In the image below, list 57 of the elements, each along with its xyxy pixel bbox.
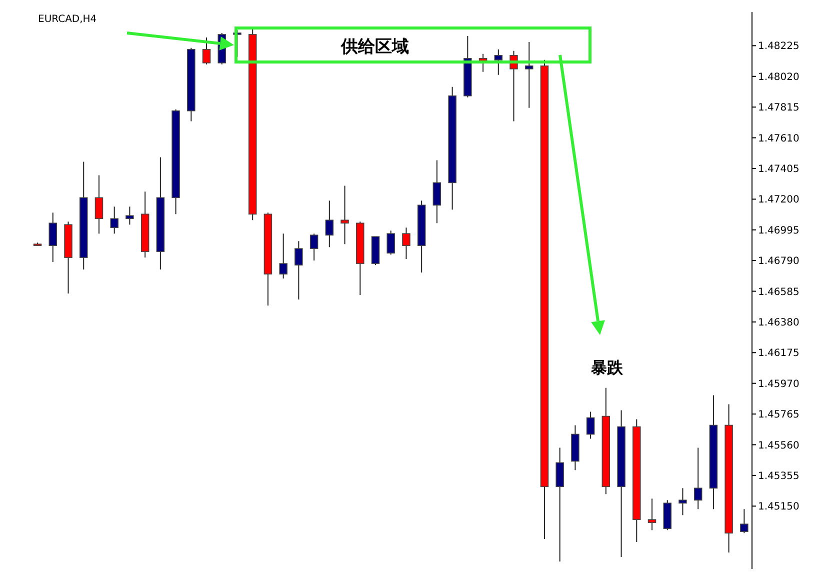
y-tick-label: 1.47200 (758, 194, 800, 206)
candlestick (494, 48, 503, 76)
annotation: 暴跌 (590, 358, 624, 377)
y-tick-label: 1.47610 (758, 133, 800, 144)
y-tick-label: 1.46790 (758, 256, 800, 268)
candlestick (126, 206, 134, 226)
candlestick (110, 206, 118, 234)
y-tick-label: 1.45150 (758, 502, 800, 513)
candlestick (648, 498, 656, 531)
y-tick-label: 1.47815 (758, 102, 800, 114)
candlestick (140, 191, 150, 258)
y-tick-label: 1.45560 (758, 440, 800, 452)
y-tick-label: 1.45970 (758, 378, 800, 390)
candlestick (94, 174, 104, 234)
y-tick-label: 1.45355 (758, 470, 800, 482)
candlestick (432, 160, 442, 224)
y-tick-label: 1.48225 (758, 41, 800, 52)
candlestick (402, 227, 410, 260)
candlestick (64, 221, 72, 294)
candlestick (694, 447, 702, 510)
candlestick (540, 59, 549, 540)
y-tick-label: 1.48020 (758, 72, 800, 83)
candlestick (80, 161, 88, 270)
candlestick (417, 200, 426, 274)
candlestick (48, 212, 58, 263)
candlestick (586, 411, 595, 440)
candlestick (556, 447, 564, 562)
candlestick (356, 221, 364, 296)
candlestick (264, 212, 272, 306)
candlestick (156, 156, 165, 270)
candlestick (571, 424, 580, 471)
candlestick (632, 418, 641, 543)
candlestick (172, 108, 180, 215)
candlestick (740, 508, 748, 534)
y-tick-label: 1.46995 (758, 225, 800, 236)
candlestick (279, 233, 288, 280)
candlestick (325, 200, 334, 248)
candlestick (524, 41, 534, 108)
candlestick (448, 86, 456, 210)
candlestick (617, 410, 626, 558)
annotation: 供给区域 (340, 37, 409, 57)
candlestick (678, 488, 687, 516)
chart-title: EURCAD,H4 (38, 14, 97, 25)
y-tick-label: 1.46175 (758, 348, 800, 360)
candlestick (709, 394, 718, 510)
candlestick (294, 240, 303, 300)
y-tick-label: 1.46380 (758, 317, 800, 328)
candlestick (202, 36, 211, 65)
candlestick (724, 404, 733, 554)
y-tick-label: 1.45765 (758, 410, 800, 421)
y-tick-label: 1.46585 (758, 286, 800, 298)
y-tick-label: 1.47405 (758, 164, 800, 176)
candlestick (340, 185, 349, 245)
candlestick (310, 233, 318, 262)
candlestick (464, 35, 472, 98)
candlestick (602, 387, 610, 495)
candlestick (187, 47, 196, 122)
